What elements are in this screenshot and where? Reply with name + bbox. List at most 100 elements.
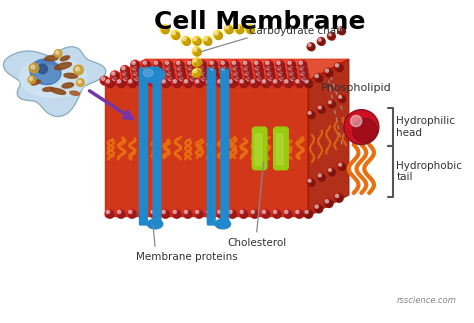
Circle shape — [234, 24, 244, 34]
Circle shape — [172, 32, 175, 35]
Circle shape — [224, 77, 228, 80]
Text: Hydrophilic
head: Hydrophilic head — [396, 116, 455, 138]
Circle shape — [205, 78, 215, 88]
Circle shape — [264, 59, 274, 70]
Circle shape — [198, 65, 208, 75]
Circle shape — [122, 67, 125, 70]
Circle shape — [242, 59, 252, 70]
Circle shape — [306, 211, 313, 218]
Ellipse shape — [51, 88, 65, 94]
Circle shape — [334, 62, 344, 72]
Circle shape — [153, 59, 163, 70]
Circle shape — [267, 67, 270, 70]
Circle shape — [182, 78, 192, 88]
Circle shape — [223, 72, 226, 75]
Circle shape — [272, 78, 282, 88]
Circle shape — [216, 209, 226, 219]
Circle shape — [211, 76, 221, 86]
Circle shape — [168, 77, 172, 80]
Circle shape — [296, 80, 299, 83]
Circle shape — [149, 78, 159, 88]
Circle shape — [166, 67, 170, 70]
Circle shape — [263, 81, 270, 88]
Circle shape — [162, 80, 165, 83]
Ellipse shape — [141, 67, 164, 83]
Circle shape — [179, 72, 182, 75]
Circle shape — [219, 211, 226, 218]
Circle shape — [325, 69, 328, 72]
Circle shape — [112, 73, 119, 80]
Circle shape — [31, 65, 35, 69]
Circle shape — [309, 180, 315, 186]
Circle shape — [163, 211, 170, 218]
Circle shape — [247, 78, 254, 85]
Circle shape — [233, 62, 240, 69]
Ellipse shape — [144, 69, 153, 77]
Circle shape — [246, 73, 253, 80]
Circle shape — [294, 78, 304, 88]
Circle shape — [309, 112, 315, 119]
Circle shape — [319, 106, 321, 109]
Circle shape — [189, 67, 192, 70]
Ellipse shape — [62, 83, 73, 88]
FancyBboxPatch shape — [273, 127, 288, 170]
Circle shape — [78, 80, 81, 83]
Circle shape — [102, 78, 109, 85]
Circle shape — [260, 78, 271, 88]
Circle shape — [319, 174, 321, 177]
Circle shape — [143, 61, 146, 65]
Circle shape — [157, 77, 160, 80]
Circle shape — [274, 211, 281, 218]
Circle shape — [168, 73, 175, 80]
Circle shape — [193, 37, 197, 41]
Circle shape — [231, 65, 241, 75]
Circle shape — [144, 67, 147, 70]
Circle shape — [251, 210, 255, 214]
Circle shape — [143, 70, 153, 80]
Circle shape — [336, 65, 343, 72]
Circle shape — [106, 80, 109, 83]
Circle shape — [240, 80, 243, 83]
Circle shape — [244, 70, 254, 80]
Circle shape — [207, 80, 210, 83]
Circle shape — [339, 96, 346, 103]
Circle shape — [171, 78, 182, 88]
Circle shape — [205, 38, 212, 46]
Circle shape — [302, 77, 305, 80]
Circle shape — [232, 61, 236, 65]
Circle shape — [218, 210, 221, 214]
Circle shape — [296, 210, 299, 214]
Circle shape — [185, 81, 192, 88]
Circle shape — [251, 80, 255, 83]
Text: Hydrophobic
tail: Hydrophobic tail — [396, 161, 462, 182]
Circle shape — [204, 37, 208, 41]
Circle shape — [305, 210, 308, 214]
Circle shape — [313, 73, 323, 83]
Circle shape — [128, 210, 132, 214]
Circle shape — [195, 210, 199, 214]
Circle shape — [285, 211, 292, 218]
Text: Phospholipid: Phospholipid — [321, 83, 392, 93]
Ellipse shape — [147, 219, 163, 229]
Circle shape — [124, 78, 131, 85]
Circle shape — [268, 73, 275, 80]
Circle shape — [245, 67, 247, 70]
Circle shape — [29, 63, 39, 73]
Circle shape — [209, 65, 219, 75]
Circle shape — [196, 211, 203, 218]
Circle shape — [245, 76, 255, 86]
Circle shape — [156, 68, 163, 75]
Circle shape — [224, 73, 231, 80]
Circle shape — [75, 67, 80, 71]
FancyArrowPatch shape — [90, 91, 132, 119]
Circle shape — [267, 76, 277, 86]
Circle shape — [245, 68, 252, 75]
Circle shape — [298, 65, 308, 75]
Circle shape — [238, 78, 248, 88]
Circle shape — [191, 36, 202, 46]
Circle shape — [213, 77, 216, 80]
Circle shape — [76, 79, 84, 87]
Circle shape — [308, 179, 311, 182]
Circle shape — [127, 78, 137, 88]
Circle shape — [191, 78, 198, 85]
